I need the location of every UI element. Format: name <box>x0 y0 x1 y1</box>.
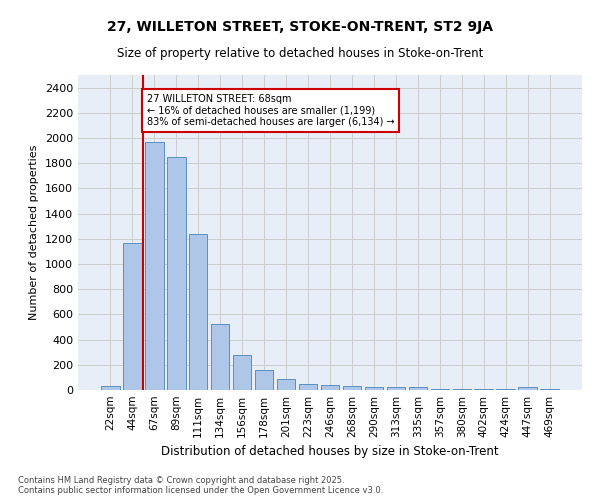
X-axis label: Distribution of detached houses by size in Stoke-on-Trent: Distribution of detached houses by size … <box>161 446 499 458</box>
Bar <box>167 157 185 390</box>
Bar <box>123 242 142 390</box>
Bar <box>189 234 208 390</box>
Text: Contains HM Land Registry data © Crown copyright and database right 2025.
Contai: Contains HM Land Registry data © Crown c… <box>18 476 383 495</box>
Bar <box>409 388 427 390</box>
Text: 27, WILLETON STREET, STOKE-ON-TRENT, ST2 9JA: 27, WILLETON STREET, STOKE-ON-TRENT, ST2… <box>107 20 493 34</box>
Text: 27 WILLETON STREET: 68sqm
← 16% of detached houses are smaller (1,199)
83% of se: 27 WILLETON STREET: 68sqm ← 16% of detac… <box>146 94 394 127</box>
Bar <box>145 142 164 390</box>
Bar <box>365 388 383 390</box>
Bar <box>386 388 405 390</box>
Y-axis label: Number of detached properties: Number of detached properties <box>29 145 40 320</box>
Bar <box>211 324 229 390</box>
Bar <box>233 356 251 390</box>
Bar <box>518 388 537 390</box>
Bar <box>277 378 295 390</box>
Bar <box>343 386 361 390</box>
Bar <box>299 384 317 390</box>
Bar <box>255 370 274 390</box>
Bar <box>320 385 340 390</box>
Text: Size of property relative to detached houses in Stoke-on-Trent: Size of property relative to detached ho… <box>117 48 483 60</box>
Bar <box>101 386 119 390</box>
